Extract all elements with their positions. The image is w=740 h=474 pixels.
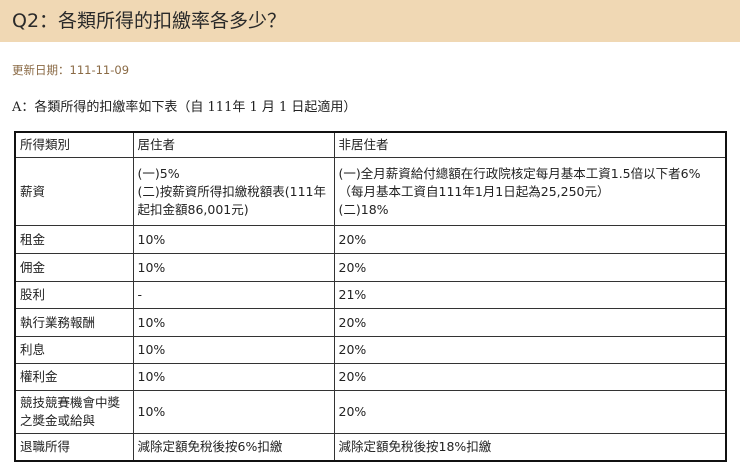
cell-nonresident: 20% [333, 225, 727, 254]
table-row: 利息 10% 20% [14, 336, 727, 364]
cell-nonresident: 20% [333, 390, 727, 434]
cell-resident: 減除定額免稅後按6%扣繳 [132, 433, 335, 461]
answer-intro: A：各類所得的扣繳率如下表（自 111年 1 月 1 日起適用） [12, 100, 357, 115]
cell-category: 退職所得 [14, 433, 134, 461]
table-row: 薪資 (一)5% (二)按薪資所得扣繳稅額表(111年起扣金額86,001元) (一)… [14, 157, 727, 226]
cell-category: 利息 [14, 336, 134, 364]
cell-category: 權利金 [14, 363, 134, 391]
nonresident-line: 20% [338, 369, 367, 384]
resident-line: 10% [137, 259, 166, 275]
cell-category: 薪資 [14, 157, 134, 226]
table-row: 競技競賽機會中獎之獎金或給與 10% 20% [14, 390, 727, 434]
resident-line: - [137, 287, 143, 302]
table-row: 權利金 10% 20% [14, 363, 727, 391]
cell-nonresident: 20% [333, 253, 727, 282]
cell-resident: (一)5% (二)按薪資所得扣繳稅額表(111年起扣金額86,001元) [132, 157, 335, 226]
cell-category: 租金 [14, 225, 134, 254]
cell-resident: 10% [132, 225, 335, 254]
nonresident-line: 20% [338, 404, 367, 419]
cell-category: 執行業務報酬 [14, 308, 134, 337]
resident-line: 10% [137, 369, 166, 384]
resident-line: (二)按薪資所得扣繳稅額表(111年起扣金額86,001元) [137, 183, 327, 217]
nonresident-line: 20% [338, 231, 367, 247]
resident-line: (一)5% [137, 165, 180, 181]
cell-resident: 10% [132, 253, 335, 282]
nonresident-line: 21% [338, 287, 367, 302]
cell-resident: 10% [132, 390, 335, 434]
cell-category: 佣金 [14, 253, 134, 282]
nonresident-line: (一)全月薪資給付總額在行政院核定每月基本工資1.5倍以下者6%（每月基本工資自… [338, 165, 701, 199]
nonresident-line: 20% [338, 342, 367, 357]
header-nonresident: 非居住者 [333, 131, 727, 158]
header-resident: 居住者 [132, 131, 335, 158]
cell-resident: - [132, 281, 335, 309]
table-header-row: 所得類別 居住者 非居住者 [14, 131, 727, 158]
table-row: 租金 10% 20% [14, 225, 727, 254]
table-row: 執行業務報酬 10% 20% [14, 308, 727, 337]
cell-nonresident: (一)全月薪資給付總額在行政院核定每月基本工資1.5倍以下者6%（每月基本工資自… [333, 157, 727, 226]
cell-nonresident: 20% [333, 308, 727, 337]
cell-nonresident: 20% [333, 363, 727, 391]
cell-resident: 10% [132, 308, 335, 337]
resident-line: 10% [137, 342, 166, 357]
nonresident-line: 20% [338, 314, 367, 330]
nonresident-line: (二)18% [338, 201, 389, 217]
cell-nonresident: 減除定額免稅後按18%扣繳 [333, 433, 727, 461]
update-date: 更新日期：111-11-09 [12, 63, 130, 77]
nonresident-line: 20% [338, 259, 367, 275]
cell-resident: 10% [132, 336, 335, 364]
withholding-rate-table: 所得類別 居住者 非居住者 薪資 (一)5% (二)按薪資所得扣繳稅額表(111年起… [14, 131, 727, 462]
resident-line: 10% [137, 404, 166, 419]
header-category: 所得類別 [14, 131, 134, 158]
cell-category: 競技競賽機會中獎之獎金或給與 [14, 390, 134, 434]
cell-nonresident: 20% [333, 336, 727, 364]
resident-line: 10% [137, 314, 166, 330]
resident-line: 減除定額免稅後按6%扣繳 [137, 438, 283, 454]
table-row: 股利 - 21% [14, 281, 727, 309]
cell-category: 股利 [14, 281, 134, 309]
cell-nonresident: 21% [333, 281, 727, 309]
table-row: 佣金 10% 20% [14, 253, 727, 282]
nonresident-line: 減除定額免稅後按18%扣繳 [338, 438, 492, 454]
resident-line: 10% [137, 231, 166, 247]
cell-resident: 10% [132, 363, 335, 391]
page-title: Q2：各類所得的扣繳率各多少？ [0, 0, 740, 42]
table-row: 退職所得 減除定額免稅後按6%扣繳 減除定額免稅後按18%扣繳 [14, 433, 727, 461]
